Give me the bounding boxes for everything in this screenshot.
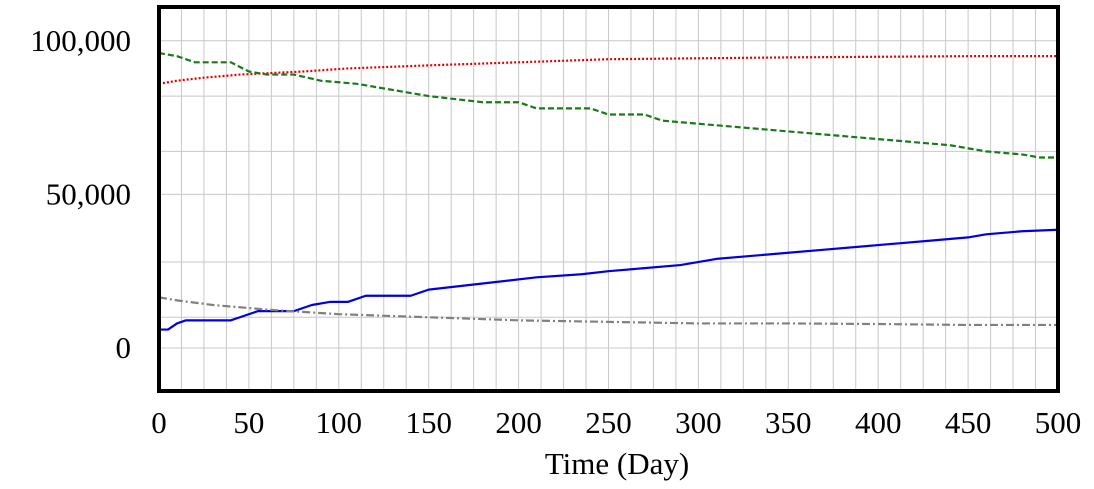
series-line-2: [158, 51, 1058, 159]
x-tick-label: 0: [151, 405, 167, 440]
series-line-3: [159, 228, 1059, 331]
x-tick-label: 250: [585, 405, 632, 440]
plot-frame: [157, 5, 1060, 393]
y-tick-label: 50,000: [46, 176, 131, 211]
x-tick-label: 150: [405, 405, 452, 440]
series-group: [158, 51, 1059, 331]
x-axis-ticks: 0 50 100 150 200 250 300 350 400 450 500: [151, 405, 1081, 440]
x-tick-label: 100: [316, 405, 363, 440]
grid: [158, 7, 1059, 392]
x-tick-label: 400: [855, 405, 902, 440]
x-tick-label: 200: [495, 405, 542, 440]
series-line-1: [158, 55, 1058, 85]
y-tick-label: 0: [116, 330, 132, 365]
y-tick-label: 100,000: [30, 23, 131, 58]
x-tick-label: 500: [1035, 405, 1082, 440]
x-tick-label: 300: [675, 405, 722, 440]
x-tick-label: 450: [945, 405, 992, 440]
y-axis-ticks: 0 50,000 100,000: [30, 23, 131, 365]
x-axis-title: Time (Day): [545, 446, 689, 481]
x-tick-label: 50: [233, 405, 264, 440]
x-tick-label: 350: [765, 405, 812, 440]
series-line-4: [158, 296, 1058, 327]
